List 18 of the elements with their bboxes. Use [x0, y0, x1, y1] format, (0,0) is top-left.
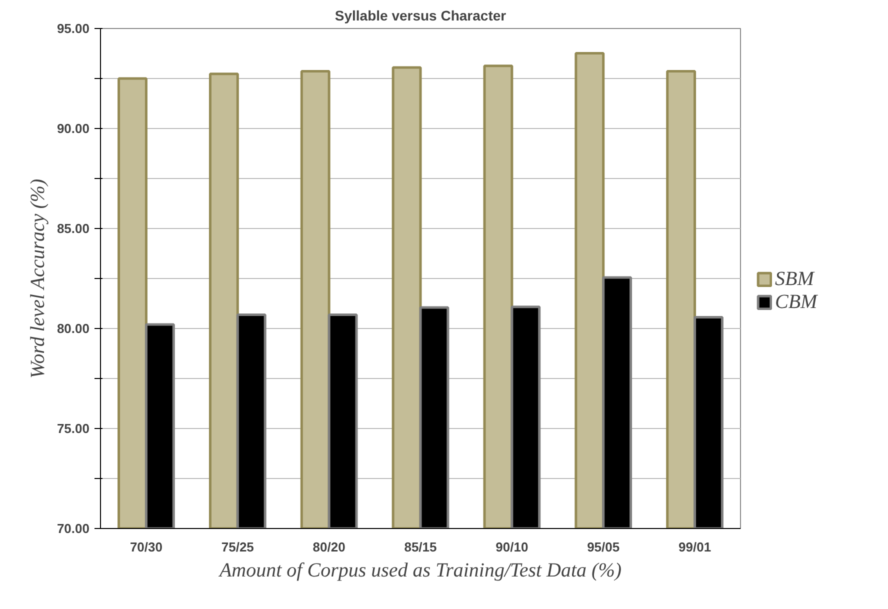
y-tick-label: 70.00	[56, 521, 90, 536]
y-tick-label: 75.00	[56, 421, 90, 436]
x-tick-label: 95/05	[587, 540, 620, 554]
y-tick-label: 90.00	[56, 121, 90, 136]
x-tick-label: 70/30	[130, 540, 162, 554]
y-axis-title: Word level Accuracy (%)	[26, 178, 49, 379]
y-tick-label: 95.00	[56, 21, 90, 36]
x-tick-label: 75/25	[221, 540, 254, 554]
x-tick-label: 85/15	[404, 540, 437, 554]
y-tick-label: 80.00	[56, 321, 90, 336]
x-axis-title: Amount of Corpus used as Training/Test Data (%)	[217, 560, 622, 582]
x-tick-label: 99/01	[678, 540, 712, 554]
legend-label: CBM	[775, 290, 818, 314]
y-tick-label: 85.00	[56, 221, 90, 236]
x-tick-label: 90/10	[496, 540, 528, 554]
x-tick-label: 80/20	[312, 540, 346, 554]
legend-label: SBM	[775, 268, 814, 290]
chart-title: Syllable versus Character	[334, 8, 507, 24]
